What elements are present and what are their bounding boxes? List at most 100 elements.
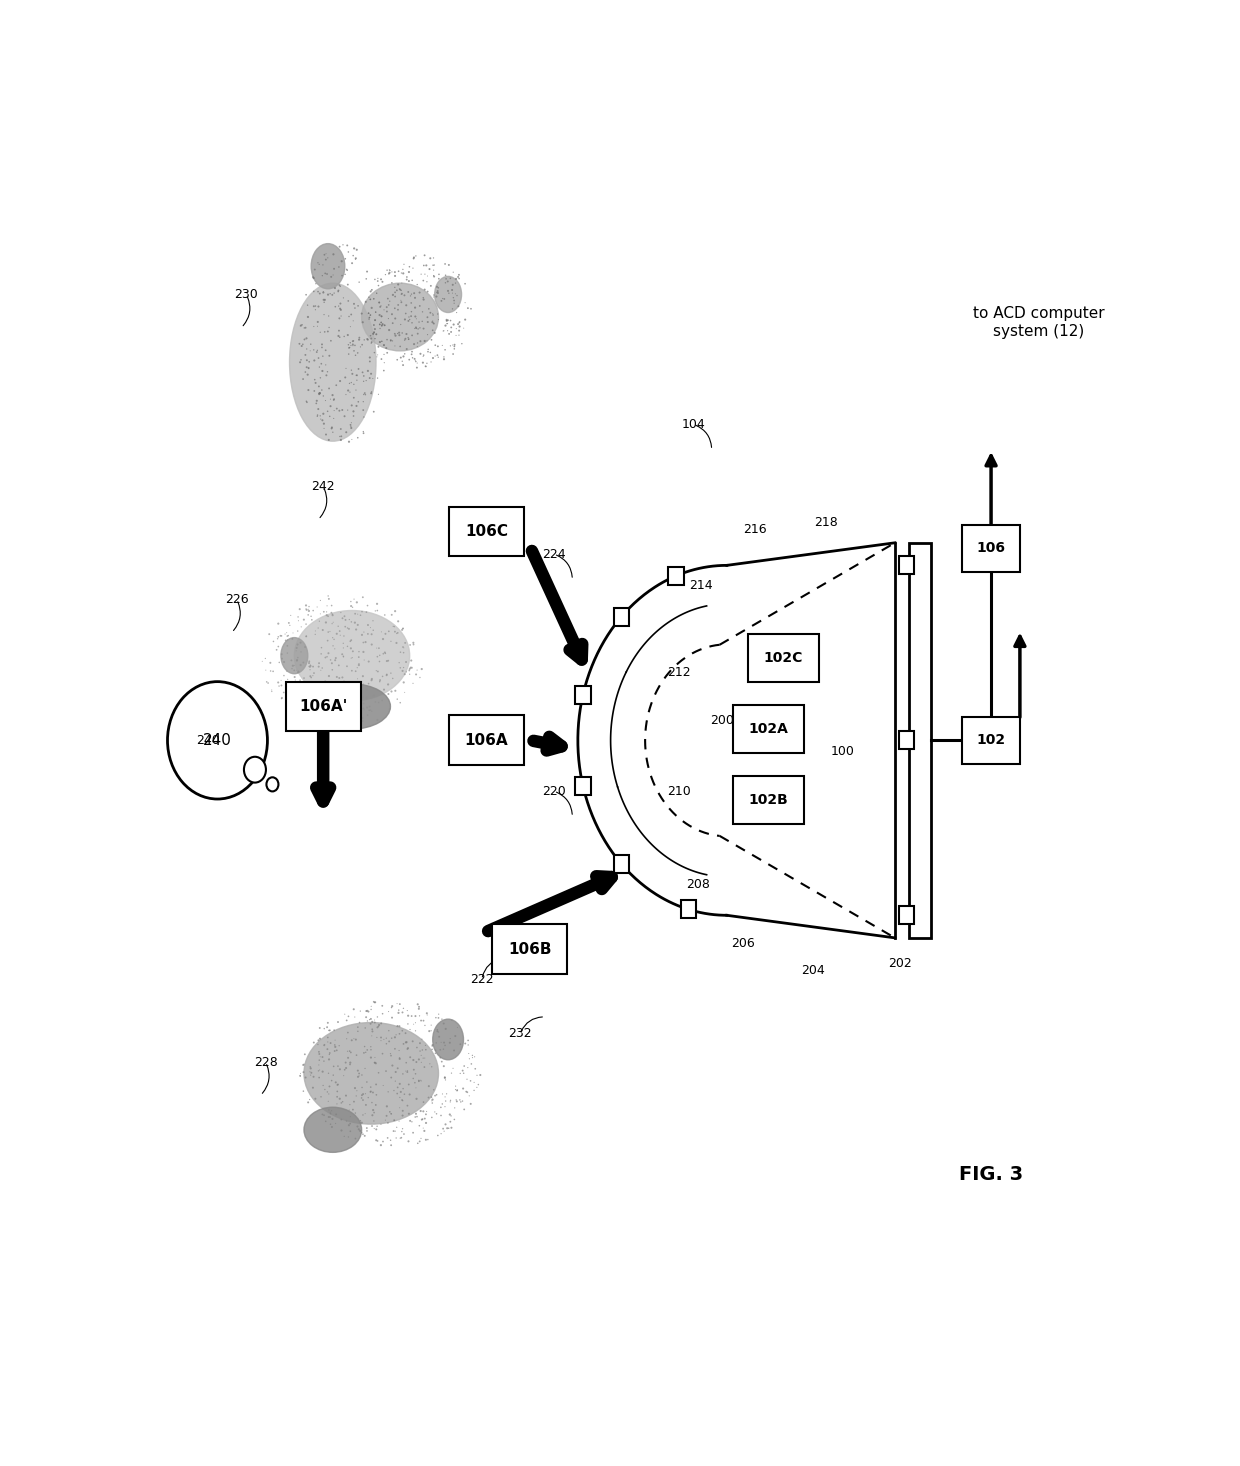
Point (368, 336, 388, 359)
Point (433, 1092, 453, 1116)
Point (340, 1092, 360, 1116)
Point (371, 295, 391, 318)
Point (308, 695, 327, 718)
Point (352, 600, 372, 623)
Point (346, 680, 366, 704)
Point (319, 428, 339, 452)
Point (340, 1039, 360, 1063)
Point (409, 1114, 429, 1138)
Point (384, 276, 404, 299)
Point (415, 1038, 435, 1061)
Point (427, 1102, 446, 1126)
Point (347, 342, 367, 365)
Point (371, 1026, 391, 1050)
Point (425, 1083, 445, 1107)
Point (382, 994, 402, 1017)
Point (334, 636, 353, 660)
Point (339, 1020, 358, 1044)
Point (387, 279, 407, 302)
Text: 212: 212 (667, 666, 691, 679)
Point (348, 1016, 368, 1039)
Point (405, 1102, 425, 1126)
Point (367, 598, 387, 622)
Point (405, 1061, 425, 1085)
Point (382, 259, 402, 283)
Point (443, 279, 463, 302)
Point (291, 616, 311, 639)
Point (417, 1100, 436, 1123)
Point (321, 1032, 341, 1056)
Point (360, 306, 379, 330)
Point (440, 309, 460, 333)
Point (450, 315, 470, 339)
Point (330, 671, 350, 695)
Point (280, 604, 300, 627)
Point (268, 611, 288, 635)
Point (299, 603, 319, 626)
Point (440, 1102, 460, 1126)
Point (405, 1012, 425, 1035)
Point (365, 1051, 384, 1075)
Point (446, 301, 466, 324)
Point (393, 353, 413, 377)
Point (374, 343, 394, 366)
Point (305, 619, 325, 642)
Point (422, 1019, 441, 1042)
Point (440, 1031, 460, 1054)
Point (325, 276, 345, 299)
Point (303, 1076, 322, 1100)
Point (263, 660, 283, 683)
Point (397, 293, 417, 317)
Point (397, 265, 417, 289)
Point (353, 311, 373, 334)
Point (424, 258, 444, 281)
Point (315, 243, 335, 267)
Point (372, 314, 392, 337)
Point (351, 1000, 371, 1023)
Point (376, 1060, 396, 1083)
Point (310, 405, 330, 428)
Point (341, 1120, 361, 1143)
Point (319, 620, 339, 644)
Point (308, 403, 327, 427)
Point (371, 311, 391, 334)
Point (295, 343, 315, 366)
Point (409, 995, 429, 1019)
Point (366, 1129, 386, 1152)
Point (346, 1127, 366, 1151)
Point (413, 1038, 433, 1061)
Point (387, 1116, 407, 1139)
Point (412, 1108, 432, 1132)
Point (379, 258, 399, 281)
Point (351, 604, 371, 627)
Point (343, 1089, 363, 1113)
Point (331, 292, 351, 315)
Ellipse shape (433, 1019, 464, 1060)
Point (278, 641, 298, 664)
Point (370, 636, 389, 660)
Point (322, 658, 342, 682)
Point (280, 679, 300, 702)
Point (377, 328, 397, 352)
Point (332, 249, 352, 273)
Point (399, 327, 419, 350)
Text: 208: 208 (686, 878, 711, 891)
Point (309, 1058, 329, 1082)
Point (393, 1001, 413, 1025)
Text: 226: 226 (224, 592, 248, 605)
Point (343, 334, 363, 358)
Point (449, 267, 469, 290)
Point (389, 1039, 409, 1063)
Point (423, 346, 443, 369)
Point (304, 267, 324, 290)
Point (381, 1042, 401, 1066)
Point (329, 614, 348, 638)
Point (309, 655, 329, 679)
Point (443, 342, 463, 365)
Point (379, 262, 399, 286)
Point (329, 1073, 348, 1097)
Point (432, 1095, 451, 1119)
FancyBboxPatch shape (449, 507, 525, 556)
Point (377, 336, 397, 359)
Point (298, 701, 317, 724)
